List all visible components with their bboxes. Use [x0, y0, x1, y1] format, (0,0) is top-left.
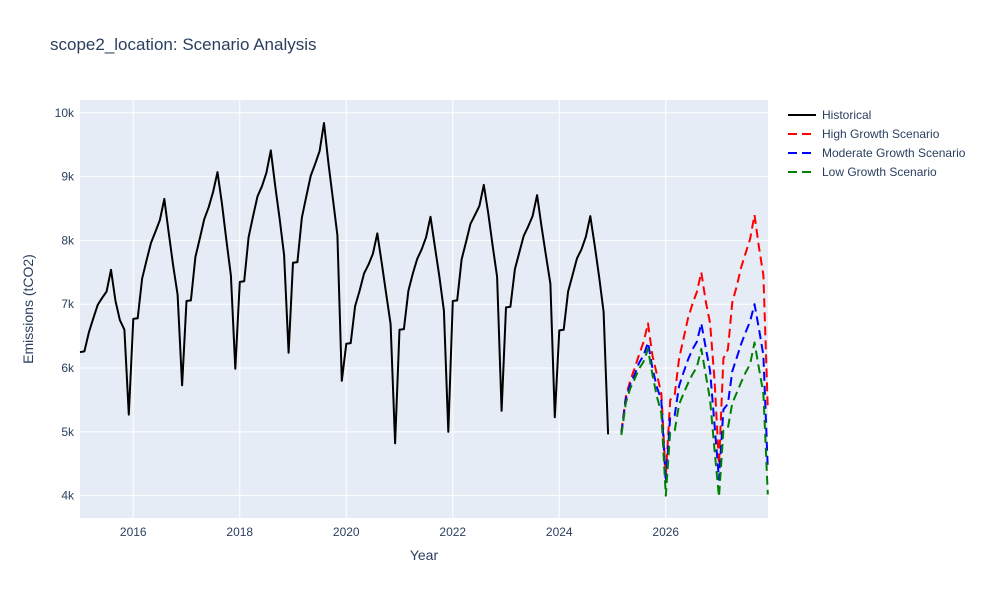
- legend-label: Historical: [822, 108, 871, 122]
- x-tick-label: 2022: [439, 525, 466, 539]
- x-tick-label: 2018: [226, 525, 253, 539]
- series-line-historical: [79, 122, 610, 445]
- x-axis-label: Year: [410, 547, 439, 563]
- y-tick-label: 10k: [55, 106, 75, 120]
- legend-item-low-growth-scenario[interactable]: Low Growth Scenario: [788, 165, 937, 179]
- legend-item-high-growth-scenario[interactable]: High Growth Scenario: [788, 127, 940, 141]
- series-line-moderate-growth-scenario: [620, 303, 769, 484]
- y-axis-ticks: 4k 5k 6k 7k 8k 9k 10k: [55, 106, 75, 503]
- x-tick-label: 2024: [546, 525, 573, 539]
- series-line-high-growth-scenario: [620, 213, 769, 478]
- legend-label: Moderate Growth Scenario: [822, 146, 966, 160]
- legend-label: High Growth Scenario: [822, 127, 940, 141]
- y-tick-label: 8k: [61, 233, 75, 247]
- x-tick-label: 2016: [120, 525, 147, 539]
- series-lines: [79, 122, 769, 498]
- y-tick-label: 6k: [61, 361, 75, 375]
- x-axis-ticks: 2016 2018 2020 2022 2024 2026: [120, 525, 680, 539]
- y-tick-label: 7k: [61, 297, 75, 311]
- series-line-low-growth-scenario: [620, 341, 769, 498]
- y-tick-label: 4k: [61, 489, 75, 503]
- x-tick-label: 2020: [333, 525, 360, 539]
- y-axis-label: Emissions (tCO2): [20, 254, 36, 364]
- chart-title: scope2_location: Scenario Analysis: [50, 35, 317, 54]
- legend-item-moderate-growth-scenario[interactable]: Moderate Growth Scenario: [788, 146, 966, 160]
- legend-label: Low Growth Scenario: [822, 165, 937, 179]
- y-tick-label: 5k: [61, 425, 75, 439]
- x-tick-label: 2026: [652, 525, 679, 539]
- plot-area: [80, 100, 768, 518]
- legend-item-historical[interactable]: Historical: [788, 108, 871, 122]
- legend[interactable]: Historical High Growth Scenario Moderate G…: [788, 108, 966, 179]
- y-tick-label: 9k: [61, 170, 75, 184]
